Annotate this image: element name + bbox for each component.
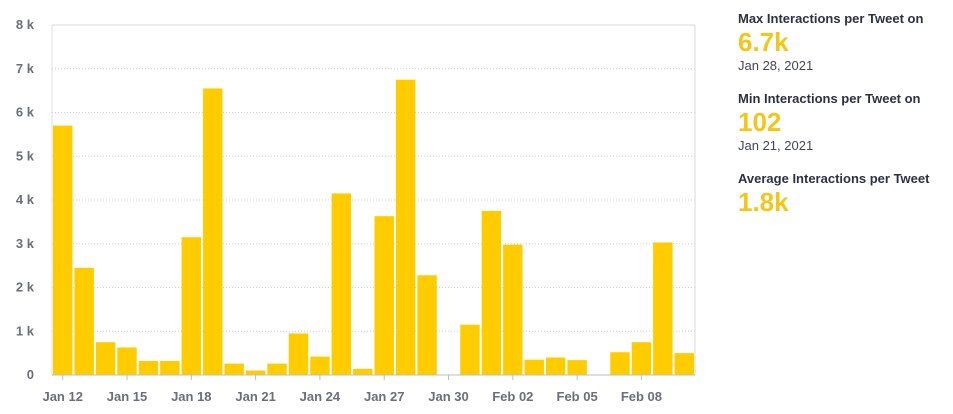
- interactions-bar-chart: 01 k2 k3 k4 k5 k6 k7 k8 k Jan 12 Jan 15 Ja…: [16, 17, 696, 404]
- bar: [181, 237, 202, 375]
- y-tick-label: 4 k: [16, 192, 35, 207]
- bar: [331, 193, 352, 375]
- bars: [53, 79, 694, 375]
- bar: [117, 347, 137, 375]
- bar: [524, 359, 544, 375]
- bar: [481, 210, 502, 375]
- y-tick-label: 2 k: [16, 280, 35, 295]
- x-tick-label: Jan 30: [428, 389, 468, 404]
- bar: [545, 357, 566, 375]
- bar: [53, 125, 73, 375]
- grid-lines: [52, 68, 695, 332]
- bar: [567, 360, 587, 375]
- x-tick-label: Jan 12: [42, 389, 82, 404]
- bar: [460, 324, 480, 375]
- bar: [160, 361, 180, 375]
- min-stat-value: 102: [738, 107, 782, 137]
- x-axis-ticks: Jan 12 Jan 15 Jan 18 Jan 21 Jan 24 Jan 27 Jan …: [42, 375, 662, 404]
- min-stat-label: Min Interactions per Tweet on: [738, 91, 921, 106]
- max-stat-value: 6.7k: [738, 27, 789, 57]
- x-tick-label: Jan 18: [171, 389, 211, 404]
- y-tick-label: 6 k: [16, 105, 35, 120]
- y-tick-label: 5 k: [16, 148, 35, 163]
- y-tick-label: 7 k: [16, 61, 35, 76]
- x-tick-label: Feb 08: [621, 389, 662, 404]
- bar: [353, 368, 373, 375]
- bar: [245, 370, 266, 375]
- max-stat-date: Jan 28, 2021: [738, 58, 814, 73]
- stats-panel: Max Interactions per Tweet on 6.7k Jan 2…: [738, 10, 948, 233]
- bar: [288, 333, 309, 375]
- y-tick-label: 0: [27, 367, 34, 382]
- bar: [631, 342, 652, 375]
- min-stat-date: Jan 21, 2021: [738, 138, 814, 153]
- bar: [374, 216, 394, 375]
- bar: [203, 88, 223, 375]
- average-stat: Average Interactions per Tweet 1.8k: [738, 170, 948, 217]
- y-tick-label: 1 k: [16, 323, 35, 338]
- bar: [138, 361, 159, 375]
- y-tick-label: 3 k: [16, 236, 35, 251]
- bar: [395, 79, 416, 375]
- bar: [674, 353, 694, 375]
- x-tick-label: Feb 02: [492, 389, 533, 404]
- average-stat-value: 1.8k: [738, 187, 789, 217]
- x-tick-label: Jan 27: [364, 389, 404, 404]
- min-stat: Min Interactions per Tweet on 102 Jan 21…: [738, 90, 948, 154]
- x-tick-label: Jan 24: [300, 389, 341, 404]
- y-tick-label: 8 k: [16, 17, 35, 32]
- max-stat: Max Interactions per Tweet on 6.7k Jan 2…: [738, 10, 948, 74]
- bar: [224, 363, 244, 375]
- x-tick-label: Feb 05: [557, 389, 598, 404]
- x-tick-label: Jan 15: [107, 389, 147, 404]
- bar: [74, 267, 94, 375]
- axes: [51, 24, 696, 376]
- bar: [503, 244, 523, 375]
- bar: [610, 352, 630, 375]
- bar: [95, 342, 116, 375]
- bar: [653, 242, 673, 375]
- bar: [417, 275, 437, 375]
- max-stat-label: Max Interactions per Tweet on: [738, 11, 924, 26]
- bar: [267, 363, 287, 375]
- bar: [310, 356, 330, 375]
- average-stat-label: Average Interactions per Tweet: [738, 171, 930, 186]
- y-axis-ticks: 0 1 k 2 k 3 k 4 k 5 k 6 k 7 k 8 k: [16, 17, 35, 382]
- x-tick-label: Jan 21: [235, 389, 275, 404]
